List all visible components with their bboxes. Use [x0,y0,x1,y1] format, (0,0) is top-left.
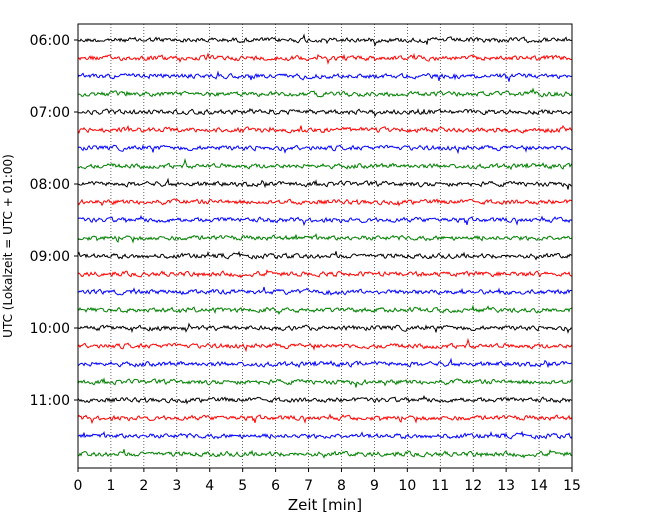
x-tick-label: 10 [398,478,416,494]
x-tick-label: 2 [139,478,148,494]
x-tick-label: 13 [497,478,515,494]
trace-line [77,177,573,190]
y-tick-label: 06:00 [30,33,70,49]
y-axis-label: UTC (Lokalzeit = UTC + 01:00) [1,154,15,338]
x-tick-label: 1 [106,478,115,494]
trace-line [77,52,573,65]
plot-frame [77,23,573,469]
x-tick-label: 3 [172,478,181,494]
trace-line [77,198,573,207]
trace-line [77,304,573,316]
y-axis-ticks: 06:00 07:00 08:00 09:00 10:00 11:00 [30,33,78,409]
y-tick-label: 09:00 [30,249,70,265]
x-axis-label: Zeit [min] [288,496,362,514]
trace-line [77,413,573,425]
trace-line [77,430,573,440]
trace-line [77,377,573,388]
x-tick-label: 8 [337,478,346,494]
trace-line [77,107,573,118]
trace-line [77,144,573,155]
grid-lines [110,24,540,468]
trace-line [77,357,573,369]
trace-line [77,214,573,227]
y-tick-label: 08:00 [30,177,70,193]
trace-line [77,269,573,279]
x-tick-label: 12 [464,478,482,494]
x-tick-label: 4 [205,478,214,494]
x-tick-label: 7 [304,478,313,494]
x-tick-label: 11 [431,478,449,494]
plot-background [78,24,572,468]
x-axis-ticks: 0 1 2 3 4 5 6 7 8 9 10 11 12 13 14 15 [74,468,581,494]
y-tick-label: 11:00 [30,393,70,409]
x-tick-label: 0 [74,478,83,494]
trace-line [77,233,573,244]
trace-line [77,394,573,405]
trace-line [77,449,573,459]
trace-line [77,286,573,296]
x-tick-label: 15 [563,478,581,494]
seismic-traces [77,33,573,459]
y-tick-label: 10:00 [30,321,70,337]
trace-line [77,337,573,353]
trace-line [77,33,573,47]
x-tick-label: 14 [530,478,548,494]
trace-line [77,250,573,261]
trace-line [77,124,573,134]
trace-line [77,70,573,82]
y-tick-label: 07:00 [30,105,70,121]
x-tick-label: 9 [370,478,379,494]
trace-line [77,157,573,171]
trace-line [77,87,573,98]
x-tick-label: 6 [271,478,280,494]
trace-line [77,322,573,334]
x-tick-label: 5 [238,478,247,494]
